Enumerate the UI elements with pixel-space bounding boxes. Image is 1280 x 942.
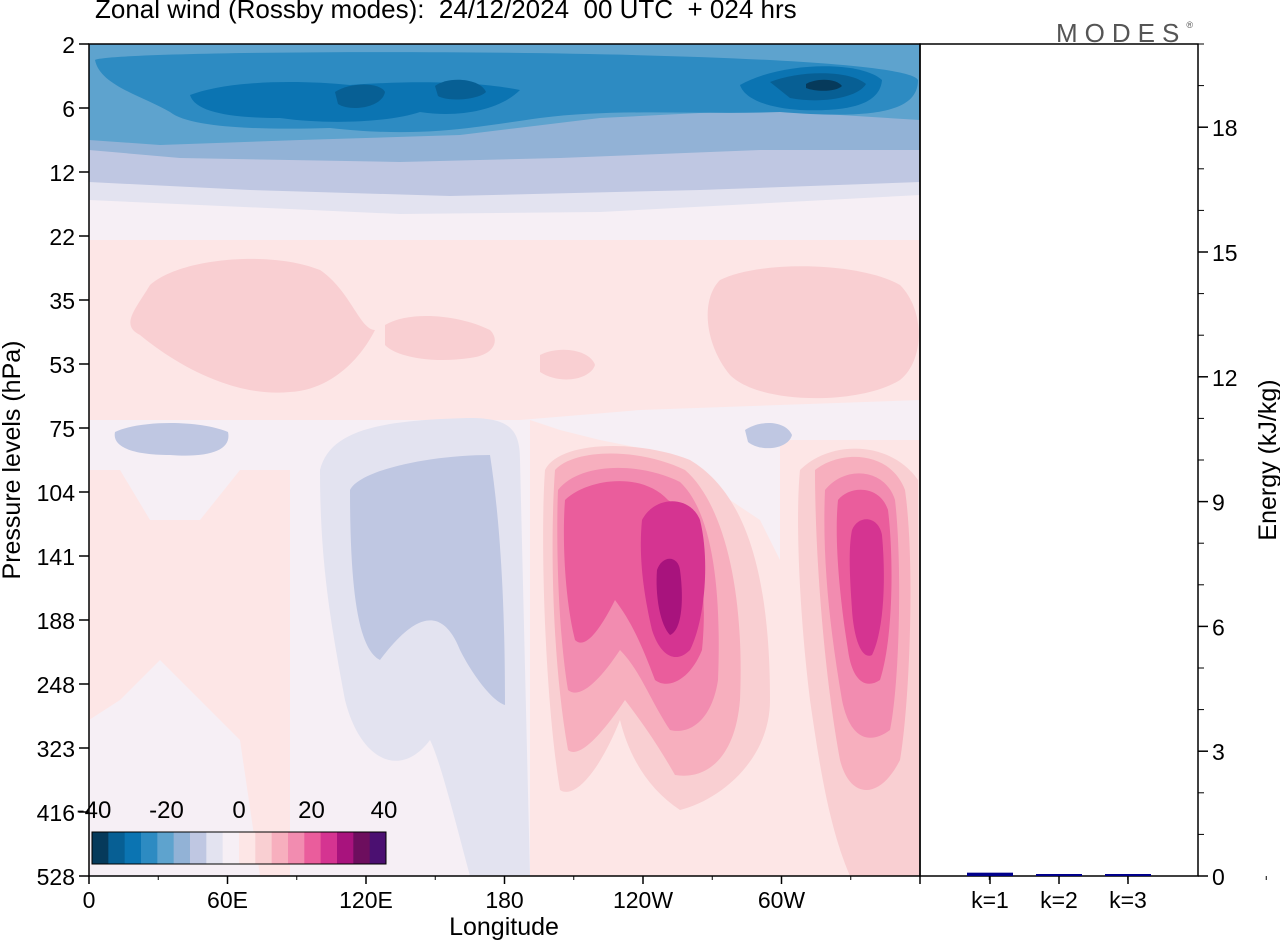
contour-positive-blob-3 bbox=[540, 349, 595, 380]
energy-bar-label: k=2 bbox=[1040, 887, 1078, 913]
colorbar-tick-label: 0 bbox=[232, 797, 245, 824]
energy-tick-label: 12 bbox=[1212, 365, 1238, 391]
colorbar-swatch bbox=[206, 832, 224, 864]
y-tick-label: 416 bbox=[37, 800, 75, 826]
contour-positive-blob-1 bbox=[130, 258, 375, 393]
contour-positive-60w-core bbox=[849, 519, 884, 656]
colorbar-swatch bbox=[255, 832, 273, 864]
contour-positive-0e bbox=[89, 470, 290, 876]
energy-bar-label: k=1 bbox=[971, 887, 1009, 913]
colorbar-tick-label: 40 bbox=[371, 797, 398, 824]
contour-positive-blob-2 bbox=[385, 315, 495, 361]
y-tick-label: 323 bbox=[37, 736, 75, 762]
colorbar-swatch bbox=[108, 832, 126, 864]
colorbar-swatch bbox=[141, 832, 158, 864]
y-tick-label: 22 bbox=[49, 224, 75, 250]
energy-tick-label: 15 bbox=[1212, 240, 1238, 266]
colorbar-frame bbox=[91, 831, 387, 865]
energy-axis-label: Energy (kJ/kg) bbox=[1254, 379, 1280, 540]
x-tick-label: 60E bbox=[207, 887, 248, 913]
colorbar-swatch bbox=[173, 832, 191, 864]
y-tick-label: 528 bbox=[37, 864, 75, 890]
y-tick-label: 53 bbox=[49, 352, 75, 378]
contour-negative-core-4 bbox=[806, 79, 842, 91]
colorbar-swatch bbox=[288, 832, 305, 864]
energy-tick-label: 0 bbox=[1212, 864, 1225, 890]
x-tick-label: 180 bbox=[485, 887, 523, 913]
energy-bar bbox=[1036, 874, 1082, 876]
contour-positive-blob-4 bbox=[707, 266, 919, 399]
contour-negative-core-2 bbox=[435, 79, 486, 100]
colorbar-swatch bbox=[157, 832, 175, 864]
colorbar-swatch bbox=[304, 832, 322, 864]
brand-logo: MODES® bbox=[1056, 18, 1193, 48]
colorbar-tick-label: -40 bbox=[77, 797, 112, 824]
x-tick-label: 120E bbox=[339, 887, 393, 913]
contour-negative-trough-inner bbox=[350, 455, 505, 705]
y-axis-label: Pressure levels (hPa) bbox=[0, 341, 26, 580]
colorbar-swatch bbox=[353, 832, 371, 864]
y-tick-label: 248 bbox=[37, 672, 75, 698]
colorbar-swatch bbox=[222, 832, 240, 864]
y-tick-label: 12 bbox=[49, 160, 75, 186]
colorbar-swatch bbox=[92, 832, 109, 864]
energy-bar bbox=[967, 872, 1013, 876]
contour-negative-small-2 bbox=[745, 423, 792, 449]
y-tick-label: 75 bbox=[49, 416, 75, 442]
colorbar-swatch bbox=[239, 832, 256, 864]
colorbar-swatch bbox=[320, 832, 338, 864]
colorbar-swatch bbox=[369, 832, 387, 864]
energy-bar bbox=[1105, 874, 1151, 876]
y-tick-label: 35 bbox=[49, 288, 75, 314]
energy-bars: k=1 k=2 k=3 bbox=[967, 872, 1151, 913]
energy-tick-label: 18 bbox=[1212, 115, 1238, 141]
energy-tick-label: 6 bbox=[1212, 614, 1225, 640]
x-tick-label: 60W bbox=[758, 887, 806, 913]
x-tick-label: 120W bbox=[613, 887, 673, 913]
colorbar: -40 -20 0 20 40 bbox=[77, 797, 398, 865]
y-tick-label: 2 bbox=[62, 32, 75, 58]
contour-negative-core-1 bbox=[335, 84, 385, 108]
energy-bar-label: k=3 bbox=[1109, 887, 1147, 913]
colorbar-swatch bbox=[190, 832, 207, 864]
y-tick-label: 188 bbox=[37, 608, 75, 634]
chart-title: Zonal wind (Rossby modes): 24/12/2024 00… bbox=[95, 0, 797, 24]
y-tick-label: 104 bbox=[37, 480, 76, 506]
energy-tick-label: 9 bbox=[1212, 490, 1225, 516]
y-tick-label: 141 bbox=[37, 544, 75, 570]
colorbar-swatch bbox=[271, 832, 289, 864]
zonal-wind-contours bbox=[89, 44, 920, 876]
colorbar-tick-label: 20 bbox=[298, 797, 325, 824]
y-tick-label: 6 bbox=[62, 96, 75, 122]
energy-tick-label: 3 bbox=[1212, 739, 1225, 765]
x-axis-label: Longitude bbox=[449, 913, 559, 941]
x-tick-label: 0 bbox=[83, 887, 96, 913]
energy-plot-frame bbox=[919, 43, 1199, 877]
colorbar-tick-label: -20 bbox=[149, 797, 184, 824]
colorbar-swatch bbox=[124, 832, 142, 864]
contour-positive-120w-core bbox=[656, 558, 682, 635]
colorbar-swatch bbox=[337, 832, 354, 864]
contour-negative-small-1 bbox=[114, 423, 229, 456]
